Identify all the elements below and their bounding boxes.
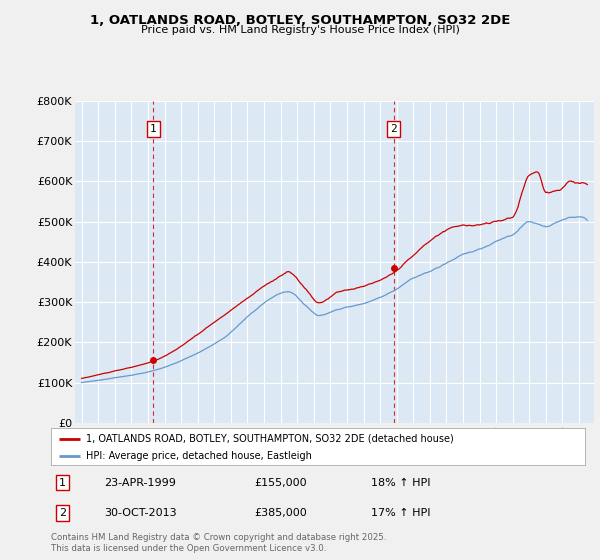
Text: Contains HM Land Registry data © Crown copyright and database right 2025.
This d: Contains HM Land Registry data © Crown c…	[51, 533, 386, 553]
Text: 18% ↑ HPI: 18% ↑ HPI	[371, 478, 431, 488]
Text: 1: 1	[59, 478, 66, 488]
Text: 1, OATLANDS ROAD, BOTLEY, SOUTHAMPTON, SO32 2DE: 1, OATLANDS ROAD, BOTLEY, SOUTHAMPTON, S…	[90, 14, 510, 27]
Text: 2: 2	[59, 508, 67, 518]
Text: 23-APR-1999: 23-APR-1999	[104, 478, 176, 488]
Text: Price paid vs. HM Land Registry's House Price Index (HPI): Price paid vs. HM Land Registry's House …	[140, 25, 460, 35]
Text: 30-OCT-2013: 30-OCT-2013	[104, 508, 177, 518]
Text: HPI: Average price, detached house, Eastleigh: HPI: Average price, detached house, East…	[86, 451, 311, 461]
Text: 17% ↑ HPI: 17% ↑ HPI	[371, 508, 431, 518]
Text: 1, OATLANDS ROAD, BOTLEY, SOUTHAMPTON, SO32 2DE (detached house): 1, OATLANDS ROAD, BOTLEY, SOUTHAMPTON, S…	[86, 433, 454, 444]
Text: 1: 1	[150, 124, 157, 134]
Text: £385,000: £385,000	[254, 508, 307, 518]
Text: 2: 2	[391, 124, 397, 134]
Text: £155,000: £155,000	[254, 478, 307, 488]
